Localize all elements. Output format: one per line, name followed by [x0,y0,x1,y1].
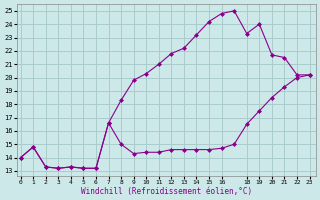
X-axis label: Windchill (Refroidissement éolien,°C): Windchill (Refroidissement éolien,°C) [81,187,252,196]
